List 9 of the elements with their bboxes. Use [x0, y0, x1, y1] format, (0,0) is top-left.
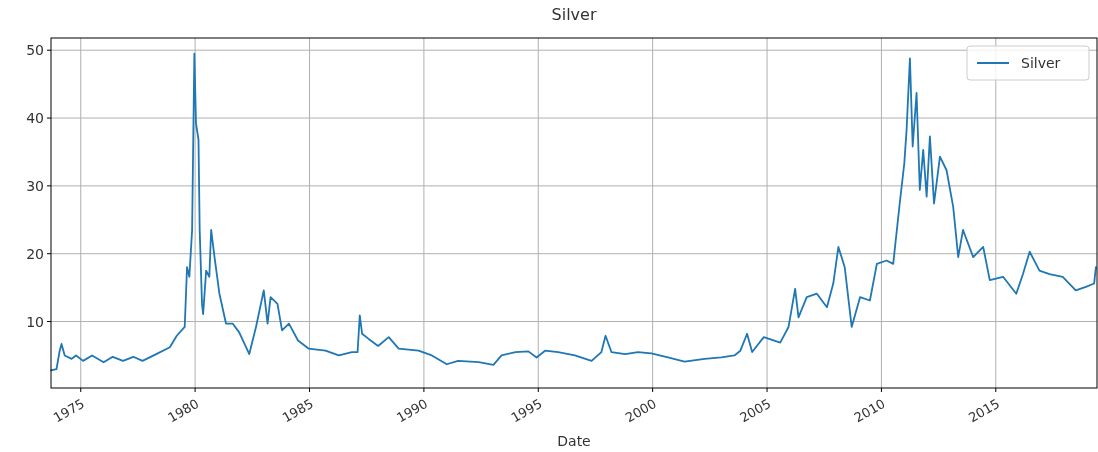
y-tick-label: 50	[26, 42, 44, 59]
line-series	[50, 52, 1097, 372]
y-tick-label: 40	[26, 110, 44, 127]
y-tick-label: 30	[26, 177, 44, 194]
chart-title: Silver	[551, 5, 597, 24]
legend-label: Silver	[1021, 55, 1061, 71]
y-tick-label: 20	[26, 245, 44, 262]
x-axis-title: Date	[557, 433, 591, 449]
y-tick-label: 10	[26, 313, 44, 330]
